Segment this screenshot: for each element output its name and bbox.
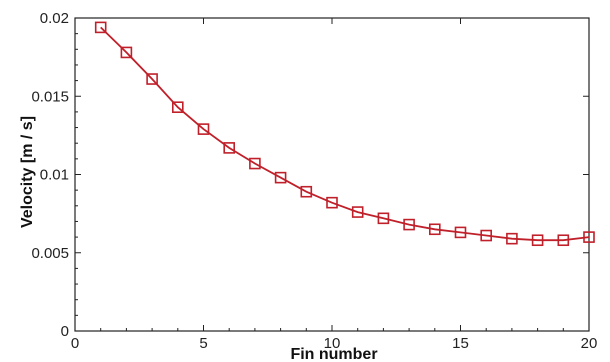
- data-point-marker: [197, 123, 210, 135]
- y-axis-label: Velocity [m / s]: [19, 116, 36, 228]
- data-point-marker: [506, 232, 518, 245]
- y-tick-label: 0.015: [31, 88, 69, 105]
- x-tick-label: 20: [581, 335, 598, 352]
- plot-frame: [74, 17, 590, 332]
- series: [94, 21, 595, 247]
- data-point-marker: [300, 185, 313, 198]
- ticks: 0 5 10 15 20 0 0.005 0.01 0.015 0.02: [31, 10, 597, 352]
- data-point-marker: [120, 46, 133, 59]
- data-point-marker: [172, 101, 184, 114]
- data-point-marker: [249, 157, 261, 170]
- data-point-marker: [94, 21, 107, 34]
- data-point-marker: [454, 226, 467, 239]
- y-tick-label: 0.01: [40, 167, 69, 184]
- series-line: [100, 26, 590, 242]
- y-tick-label: 0.005: [31, 245, 69, 262]
- data-point-marker: [223, 142, 235, 154]
- x-tick-label: 0: [71, 335, 79, 352]
- x-axis-label: Fin number: [290, 346, 377, 362]
- data-point-marker: [531, 234, 544, 247]
- data-point-marker: [480, 229, 493, 242]
- y-tick-label: 0: [61, 323, 69, 340]
- y-tick-label: 0.02: [40, 10, 69, 27]
- data-point-marker: [557, 234, 570, 247]
- data-point-marker: [583, 231, 595, 243]
- data-point-marker: [351, 206, 364, 218]
- x-tick-label: 15: [452, 335, 469, 352]
- data-point-marker: [146, 73, 158, 85]
- data-point-marker: [428, 223, 441, 236]
- data-point-marker: [326, 196, 338, 209]
- x-tick-label: 10: [324, 335, 341, 352]
- data-point-marker: [377, 212, 390, 225]
- x-tick-label: 5: [199, 335, 207, 352]
- data-point-marker: [274, 171, 287, 184]
- axes: [74, 17, 590, 332]
- data-point-marker: [403, 218, 415, 231]
